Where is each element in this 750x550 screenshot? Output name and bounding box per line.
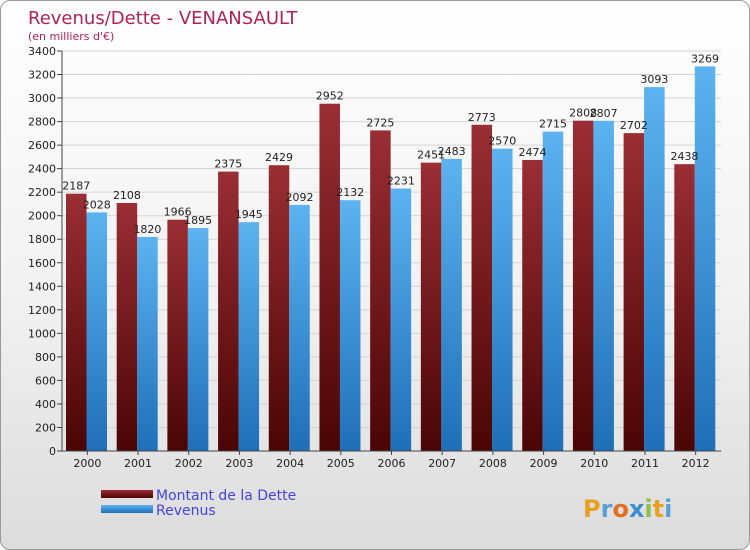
x-tick-label: 2000 <box>73 457 101 470</box>
data-label-dette-2011: 2702 <box>620 119 648 132</box>
bar-dette-2007 <box>420 162 442 451</box>
y-tick-label: 1000 <box>28 327 56 340</box>
data-label-dette-2012: 2438 <box>671 150 699 163</box>
bar-revenus-2001 <box>137 236 158 451</box>
bar-dette-2009 <box>522 159 543 452</box>
y-tick-label: 3200 <box>28 69 56 82</box>
bar-revenus-2004 <box>289 204 310 451</box>
proxiti-logo: Proxiti <box>583 495 672 523</box>
bar-dette-2003 <box>218 171 239 451</box>
x-tick-label: 2011 <box>631 457 659 470</box>
x-tick-label: 2010 <box>580 457 608 470</box>
x-tick-label: 2012 <box>682 457 710 470</box>
bar-revenus-2003 <box>238 222 260 451</box>
data-label-revenus-2007: 2483 <box>438 145 466 158</box>
data-label-revenus-2000: 2028 <box>83 198 111 211</box>
data-label-dette-2008: 2773 <box>468 111 496 124</box>
y-tick-label: 200 <box>35 421 56 434</box>
bar-revenus-2008 <box>492 148 513 451</box>
bar-dette-2002 <box>167 219 188 451</box>
bar-dette-2012 <box>674 164 695 452</box>
x-tick-label: 2009 <box>530 457 558 470</box>
bars <box>66 66 716 452</box>
data-label-revenus-2001: 1820 <box>133 223 161 236</box>
data-label-revenus-2003: 1945 <box>235 208 263 221</box>
bar-revenus-2009 <box>542 131 564 451</box>
legend-label-revenus: Revenus <box>156 503 216 519</box>
data-label-revenus-2010: 2807 <box>590 107 618 120</box>
legend: Montant de la Dette Revenus <box>101 488 296 519</box>
data-label-revenus-2008: 2570 <box>488 135 516 148</box>
chart-title: Revenus/Dette - VENANSAULT <box>28 8 299 29</box>
legend-swatch-dette <box>101 490 153 498</box>
bar-dette-2008 <box>471 124 493 451</box>
y-tick-label: 2400 <box>28 163 56 176</box>
bar-revenus-2012 <box>694 66 716 451</box>
y-axis-ticks: 0 200 400 600 800 1000 1200 1400 1600 1800 2000 220… <box>28 45 62 458</box>
x-tick-label: 2003 <box>225 457 253 470</box>
data-label-dette-2009: 2474 <box>518 146 546 159</box>
bar-dette-2011 <box>623 133 645 451</box>
bar-dette-2006 <box>370 130 391 452</box>
x-tick-label: 2001 <box>124 457 152 470</box>
proxiti-logo-text: Proxiti <box>583 495 672 523</box>
y-tick-label: 1800 <box>28 233 56 246</box>
bar-dette-2001 <box>116 203 138 451</box>
y-tick-label: 0 <box>49 445 56 458</box>
data-label-dette-2000: 2187 <box>62 180 90 193</box>
x-tick-label: 2008 <box>479 457 507 470</box>
data-label-dette-2010: 2808 <box>569 107 597 120</box>
data-label-revenus-2002: 1895 <box>184 214 212 227</box>
y-tick-label: 400 <box>35 398 56 411</box>
y-tick-label: 800 <box>35 351 56 364</box>
bar-dette-2010 <box>572 120 594 451</box>
data-label-revenus-2005: 2132 <box>336 186 364 199</box>
y-tick-label: 2000 <box>28 210 56 223</box>
legend-label-dette: Montant de la Dette <box>156 488 296 504</box>
x-tick-label: 2007 <box>428 457 456 470</box>
data-label-dette-2002: 1966 <box>164 206 192 219</box>
bar-dette-2000 <box>66 193 87 452</box>
chart-subtitle: (en milliers d'€) <box>28 30 114 43</box>
data-label-dette-2004: 2429 <box>265 151 293 164</box>
y-tick-label: 2800 <box>28 116 56 129</box>
data-label-dette-2005: 2952 <box>316 90 344 103</box>
y-tick-label: 3000 <box>28 92 56 105</box>
bar-revenus-2006 <box>390 188 412 451</box>
y-tick-label: 2600 <box>28 139 56 152</box>
y-tick-label: 2200 <box>28 186 56 199</box>
data-label-dette-2007: 2451 <box>417 149 445 162</box>
bar-revenus-2005 <box>339 200 361 451</box>
data-label-dette-2006: 2725 <box>366 116 394 129</box>
y-tick-label: 1400 <box>28 280 56 293</box>
data-label-revenus-2009: 2715 <box>539 118 567 131</box>
x-tick-label: 2002 <box>175 457 203 470</box>
data-label-revenus-2004: 2092 <box>286 191 314 204</box>
bar-revenus-2010 <box>593 120 614 451</box>
y-tick-label: 3400 <box>28 45 56 58</box>
y-tick-label: 1200 <box>28 304 56 317</box>
x-tick-label: 2006 <box>378 457 406 470</box>
bar-revenus-2007 <box>441 158 462 451</box>
y-tick-label: 600 <box>35 374 56 387</box>
x-tick-label: 2005 <box>327 457 355 470</box>
x-tick-label: 2004 <box>276 457 304 470</box>
data-label-revenus-2012: 3269 <box>691 52 719 65</box>
bar-revenus-2002 <box>187 228 209 451</box>
data-label-dette-2003: 2375 <box>214 158 242 171</box>
legend-swatch-revenus <box>101 505 153 513</box>
data-label-revenus-2011: 3093 <box>640 73 668 86</box>
x-axis-ticks: 2000 2001 2002 2003 2004 2005 2006 2007 2008 2009… <box>73 451 710 470</box>
bar-dette-2004 <box>268 165 290 451</box>
y-tick-label: 1600 <box>28 257 56 270</box>
data-label-dette-2001: 2108 <box>113 189 141 202</box>
bar-dette-2005 <box>319 103 340 452</box>
bar-revenus-2011 <box>644 87 665 451</box>
data-label-revenus-2006: 2231 <box>387 175 415 188</box>
bar-revenus-2000 <box>86 212 107 451</box>
